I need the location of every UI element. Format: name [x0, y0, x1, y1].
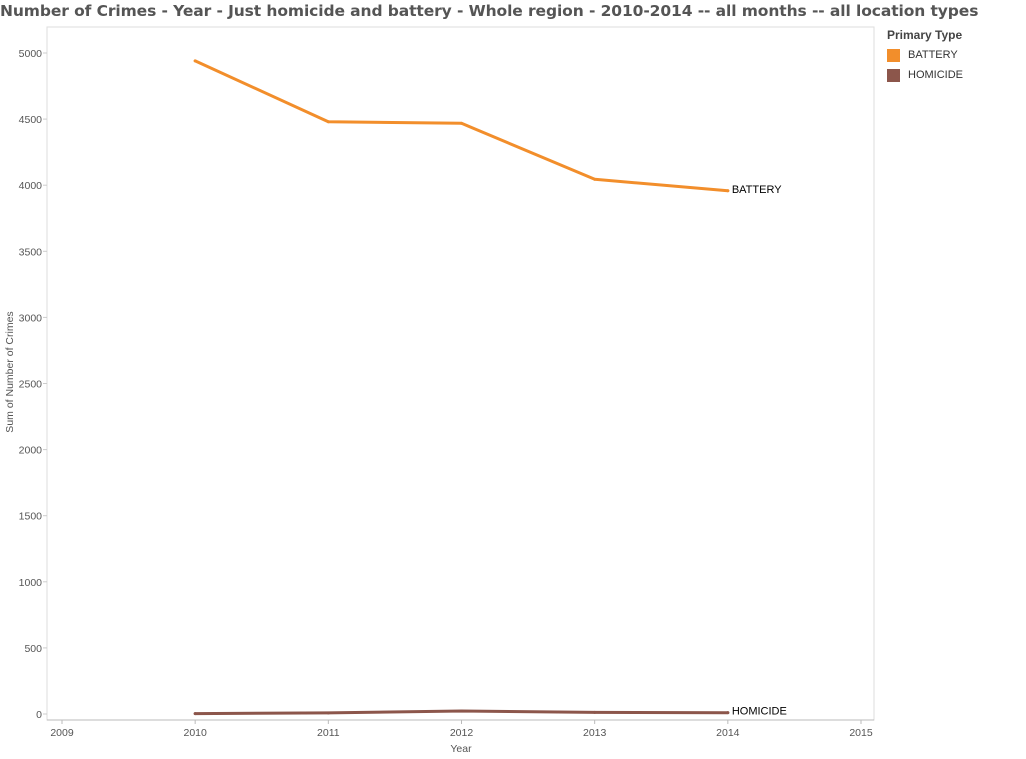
legend-item-homicide[interactable]: HOMICIDE — [887, 65, 963, 85]
y-tick-label: 0 — [36, 709, 42, 721]
y-axis-label: Sum of Number of Crimes — [4, 311, 16, 432]
x-tick-label: 2010 — [183, 727, 207, 739]
y-tick-label: 1000 — [19, 577, 43, 589]
legend-item-battery[interactable]: BATTERY — [887, 45, 963, 65]
chart-title: Number of Crimes - Year - Just homicide … — [0, 2, 979, 20]
homicide-end-label: HOMICIDE — [732, 706, 787, 718]
y-tick-label: 3000 — [19, 312, 43, 324]
y-tick-label: 2500 — [19, 379, 43, 391]
legend-label: BATTERY — [908, 49, 958, 61]
x-tick-label: 2013 — [583, 727, 607, 739]
legend-swatch — [887, 68, 900, 82]
battery-point — [326, 120, 330, 124]
legend-label: HOMICIDE — [908, 69, 963, 81]
battery-point — [460, 121, 463, 125]
homicide-point — [593, 710, 597, 714]
y-tick-label: 2000 — [19, 445, 43, 457]
x-tick-label: 2009 — [50, 727, 74, 739]
legend-swatch — [887, 48, 900, 62]
x-axis-label: Year — [450, 743, 472, 755]
y-tick-label: 4500 — [19, 114, 43, 126]
battery-end-label: BATTERY — [732, 184, 782, 196]
homicide-point — [193, 712, 197, 716]
y-tick-label: 500 — [24, 643, 42, 655]
y-tick-label: 4000 — [19, 180, 43, 192]
battery-point — [726, 189, 730, 193]
x-tick-label: 2015 — [849, 727, 873, 739]
y-tick-label: 5000 — [19, 48, 43, 60]
x-tick-label: 2011 — [317, 727, 340, 739]
battery-point — [593, 177, 597, 181]
battery-point — [193, 59, 197, 63]
y-tick-label: 1500 — [19, 511, 43, 523]
x-tick-label: 2014 — [716, 727, 740, 739]
legend: Primary Type BATTERY HOMICIDE — [887, 28, 963, 85]
homicide-point — [726, 711, 730, 715]
plot-frame — [46, 26, 875, 721]
y-tick-label: 3500 — [19, 246, 43, 258]
homicide-point — [326, 711, 330, 715]
battery-line — [193, 59, 730, 193]
homicide-point — [460, 709, 463, 713]
legend-title: Primary Type — [887, 28, 963, 42]
x-tick-label: 2012 — [450, 727, 474, 739]
